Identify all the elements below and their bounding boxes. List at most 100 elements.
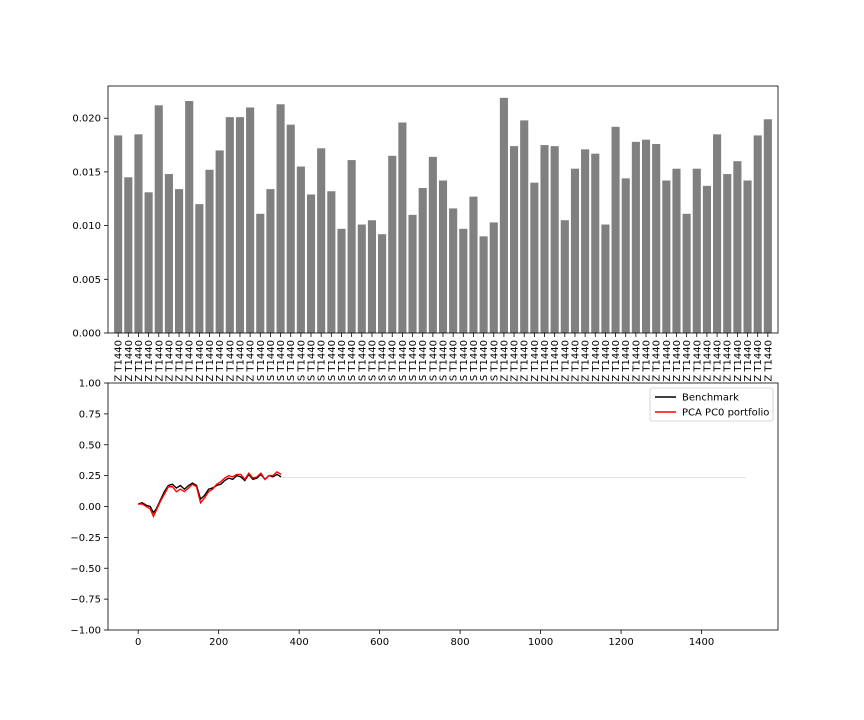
bar bbox=[144, 192, 153, 333]
bar bbox=[753, 135, 762, 333]
bar bbox=[327, 191, 336, 333]
bar bbox=[357, 224, 366, 333]
bar bbox=[550, 146, 559, 333]
bar bbox=[398, 122, 407, 333]
bar bbox=[713, 134, 722, 333]
bar bbox=[235, 117, 245, 333]
x-tick-label: 1200 bbox=[608, 637, 633, 648]
bar bbox=[662, 180, 671, 333]
bar bbox=[652, 143, 661, 333]
legend-box bbox=[649, 387, 774, 422]
x-tick-label: Z T1440 bbox=[195, 340, 206, 382]
bar bbox=[682, 213, 691, 333]
bar bbox=[510, 146, 519, 333]
x-tick-label: Z T1440 bbox=[246, 340, 257, 382]
bar bbox=[246, 107, 255, 333]
x-tick-label: Z T1440 bbox=[510, 340, 521, 382]
x-tick-label: Z T1440 bbox=[185, 340, 196, 382]
bar bbox=[438, 180, 448, 333]
x-tick-label: Z T1440 bbox=[621, 340, 632, 382]
y-tick-label: −0.75 bbox=[70, 595, 101, 606]
x-tick-label: Z T1440 bbox=[124, 340, 135, 382]
series-line-pca-pc0 bbox=[138, 471, 282, 519]
plot-frame bbox=[107, 382, 779, 631]
bar bbox=[459, 228, 468, 333]
bar bbox=[692, 168, 701, 333]
bar bbox=[408, 214, 417, 333]
x-tick-label: Z T1440 bbox=[692, 340, 703, 382]
x-tick-label: Z T1440 bbox=[164, 340, 175, 382]
x-tick-label: Z T1440 bbox=[560, 340, 571, 382]
x-tick-label: S T1440 bbox=[327, 340, 338, 381]
bar bbox=[205, 169, 214, 333]
x-tick-label: Z T1440 bbox=[540, 340, 551, 382]
bar bbox=[306, 194, 316, 333]
x-tick-label: S T1440 bbox=[286, 340, 297, 381]
x-tick-label: Z T1440 bbox=[215, 340, 226, 382]
x-tick-label: Z T1440 bbox=[591, 340, 602, 382]
bar bbox=[266, 189, 275, 333]
bar bbox=[641, 139, 651, 333]
y-tick-label: 0.020 bbox=[72, 114, 101, 125]
x-tick-label: Z T1440 bbox=[205, 340, 216, 382]
bar bbox=[601, 224, 610, 333]
x-tick-label: S T1440 bbox=[408, 340, 419, 381]
x-tick-label: Z T1440 bbox=[225, 340, 236, 382]
x-tick-label: Z T1440 bbox=[631, 340, 642, 382]
x-tick-label: Z T1440 bbox=[550, 340, 561, 382]
y-tick-label: 1.00 bbox=[79, 379, 101, 390]
x-tick-label: Z T1440 bbox=[753, 340, 764, 382]
x-tick-label: Z T1440 bbox=[611, 340, 622, 382]
bar bbox=[256, 213, 265, 333]
bar bbox=[479, 236, 488, 333]
x-tick-label: Z T1440 bbox=[733, 340, 744, 382]
bar bbox=[154, 105, 163, 333]
bar bbox=[215, 150, 224, 333]
y-tick-label: −1.00 bbox=[70, 626, 101, 637]
y-tick-label: 0.25 bbox=[79, 471, 101, 482]
bar bbox=[469, 196, 478, 333]
x-tick-label: Z T1440 bbox=[763, 340, 774, 382]
bar bbox=[134, 134, 143, 333]
bar bbox=[743, 180, 752, 333]
bottom-line-chart: 0 200 400 600 800 1000 1200 1400 1.00 0.75 0.50 0.2… bbox=[70, 379, 779, 648]
x-tick-label: S T1440 bbox=[296, 340, 307, 381]
x-tick-label: Z T1440 bbox=[154, 340, 165, 382]
x-tick-label: Z T1440 bbox=[601, 340, 612, 382]
x-tick-label: S T1440 bbox=[388, 340, 399, 381]
bar bbox=[570, 168, 580, 333]
x-tick-label: S T1440 bbox=[479, 340, 490, 381]
x-tick-label: Z T1440 bbox=[713, 340, 724, 382]
bar bbox=[367, 220, 376, 333]
x-tick-label: S T1440 bbox=[367, 340, 378, 381]
bar bbox=[195, 204, 204, 333]
legend-label: Benchmark bbox=[682, 393, 739, 404]
x-tick-label: Z T1440 bbox=[499, 340, 510, 382]
x-tick-label: S T1440 bbox=[449, 340, 460, 381]
x-tick-label: Z T1440 bbox=[581, 340, 592, 382]
bar bbox=[702, 185, 711, 333]
x-tick-label: S T1440 bbox=[459, 340, 470, 381]
x-tick-label: S T1440 bbox=[307, 340, 318, 381]
x-tick-label: Z T1440 bbox=[570, 340, 581, 382]
bar bbox=[418, 188, 427, 333]
x-tick-label: Z T1440 bbox=[144, 340, 155, 382]
bar bbox=[286, 124, 295, 333]
bar bbox=[428, 156, 437, 333]
x-tick-label: S T1440 bbox=[398, 340, 409, 381]
x-tick-label: Z T1440 bbox=[642, 340, 653, 382]
plot-frame bbox=[107, 85, 779, 334]
bar bbox=[631, 141, 640, 333]
bar bbox=[540, 145, 549, 333]
x-tick-label: Z T1440 bbox=[682, 340, 693, 382]
x-tick-label: S T1440 bbox=[276, 340, 287, 381]
x-tick-label: Z T1440 bbox=[530, 340, 541, 382]
x-tick-label: S T1440 bbox=[266, 340, 277, 381]
x-tick-label: S T1440 bbox=[357, 340, 368, 381]
bar bbox=[611, 126, 620, 333]
legend: Benchmark PCA PC0 portfolio bbox=[649, 387, 774, 422]
x-tick-label: Z T1440 bbox=[175, 340, 186, 382]
bar bbox=[723, 174, 732, 333]
x-tick-label: Z T1440 bbox=[662, 340, 673, 382]
x-tick-label: S T1440 bbox=[378, 340, 389, 381]
